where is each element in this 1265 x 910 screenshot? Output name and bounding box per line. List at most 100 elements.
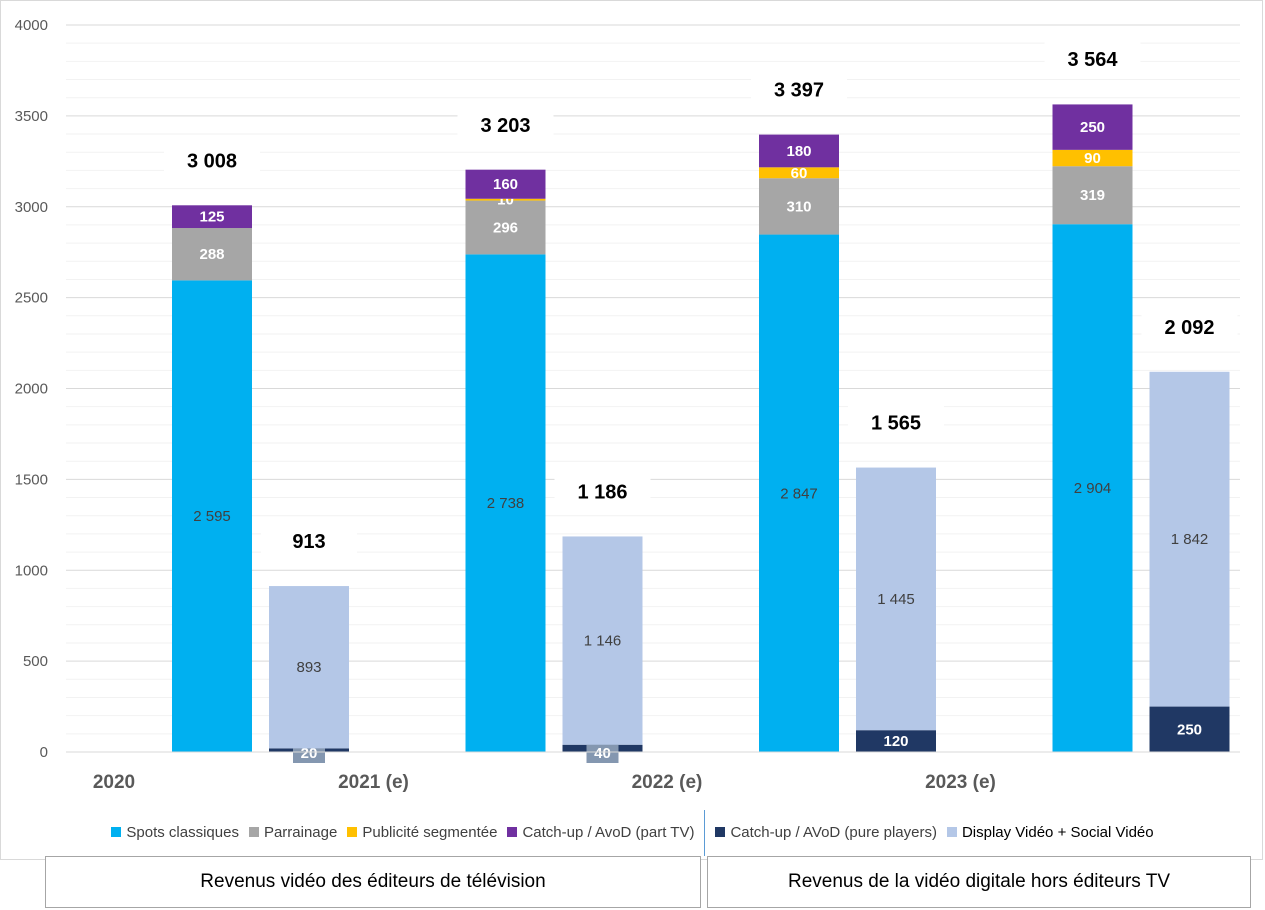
data-label: 893 [296,659,321,676]
bar-segment [759,134,839,168]
data-label: 120 [883,733,908,750]
y-tick-label: 500 [23,653,48,670]
y-axis: 0 500 1000 1500 2000 2500 3000 3500 4000 [15,17,48,761]
gridlines [66,24,1240,753]
data-label: 40 [594,745,611,762]
legend-item-parrainage: Parrainage [248,823,338,841]
data-label: 180 [786,143,811,160]
bar-segment [1052,104,1133,150]
data-label: 2 904 [1074,480,1112,497]
y-tick-label: 1500 [15,471,48,488]
data-label: 60 [791,165,808,182]
legend-swatch [347,827,358,837]
legend-swatch [946,827,957,837]
legend-label: Spots classiques [126,823,239,841]
legend-item-catchup-part-tv: Catch-up / AvoD (part TV) [507,824,694,841]
legend-label: Display Vidéo + Social Vidéo [961,823,1154,841]
data-label: 296 [493,219,518,236]
total-label: 1 565 [871,413,921,435]
data-label: 2 847 [780,485,818,502]
bar-segment [856,730,936,752]
total-label-background [1044,42,1141,77]
x-axis: 2020 2021 (e) 2022 (e) 2023 (e) [66,751,1240,793]
bar-segment [465,200,546,255]
bar-segment [172,228,252,281]
total-label-background [457,107,554,142]
total-label: 2 092 [1164,317,1214,339]
legend-label: Catch-up / AvoD (part TV) [522,823,695,841]
legend-item-spots-classiques: Spots classiques [111,824,239,841]
bar-segment [1052,224,1133,752]
total-label-background [1141,309,1238,344]
legend-swatch [111,827,122,837]
y-tick-label: 1000 [15,562,48,579]
bar-segment [1149,706,1230,752]
data-label: 2 595 [193,508,231,525]
data-label: 2 738 [487,495,525,512]
total-label: 3 564 [1067,49,1118,71]
total-label: 913 [292,531,325,553]
bar-segment [465,254,546,752]
data-label: 310 [786,198,811,215]
total-label-background [261,524,357,559]
data-label: 319 [1080,187,1105,204]
total-label: 3 008 [187,150,237,172]
y-tick-label: 4000 [15,17,48,34]
group-label-text: Revenus vidéo des éditeurs de télévision [200,871,546,892]
bar-segment [759,178,839,235]
y-tick-label: 2000 [15,381,48,398]
bar-segment [269,586,349,749]
bar-segment [465,198,546,201]
legend-swatch [507,827,518,837]
y-tick-label: 2500 [15,290,48,307]
group-label-tv-publishers: Revenus vidéo des éditeurs de télévision [45,856,701,908]
bar-segment [856,467,936,731]
data-label: 1 146 [584,633,622,650]
bar-segment [1149,371,1230,707]
bar-segment [1052,166,1133,225]
total-label: 1 186 [577,481,627,503]
bar-segment [172,205,252,229]
data-label: 1 842 [1171,531,1209,548]
data-label: 20 [301,745,318,762]
legend-divider [704,810,706,856]
bar-segment [759,167,839,179]
legend: Spots classiques Parrainage Publicité se… [0,810,1265,856]
legend-swatch [248,827,259,837]
data-label: 288 [199,246,224,263]
data-label: 250 [1080,119,1105,136]
y-tick-label: 3000 [15,199,48,216]
data-label: 90 [1084,150,1101,167]
group-label-text: Revenus de la vidéo digitale hors éditeu… [788,871,1170,892]
legend-item-display-social-video: Display Vidéo + Social Vidéo [946,823,1154,841]
total-label: 3 203 [480,115,530,137]
y-tick-label: 0 [40,744,48,761]
total-label-background [164,143,260,178]
bar-segment [465,169,546,199]
bar-segment [562,536,643,745]
data-label: 1 445 [877,591,915,608]
stacked-bar-chart: 0 500 1000 1500 2000 2500 3000 3500 4000 2 595 28… [15,17,1240,793]
y-tick-label: 3500 [15,108,48,125]
legend-item-publicite-segmentee: Publicité segmentée [347,824,497,841]
x-category-label: 2023 (e) [925,772,996,793]
x-category-label: 2021 (e) [338,772,409,793]
legend-label: Parrainage [263,823,338,841]
data-label: 125 [199,209,224,226]
legend-item-catchup-pure-players: Catch-up / AVoD (pure players) [715,823,937,841]
legend-label: Catch-up / AVoD (pure players) [730,823,937,841]
x-category-label: 2022 (e) [632,772,703,793]
total-label: 3 397 [774,80,824,102]
data-label: 250 [1177,721,1202,738]
total-label-background [751,72,847,107]
bar-segment [759,234,839,753]
bar-segment [1052,149,1133,167]
x-category-label: 2020 [93,772,135,793]
legend-swatch [715,827,726,837]
data-label: 160 [493,176,518,193]
total-label-background [554,474,651,509]
group-label-digital-video: Revenus de la vidéo digitale hors éditeu… [707,856,1251,908]
legend-label: Publicité segmentée [362,823,498,841]
total-label-background [848,405,944,440]
